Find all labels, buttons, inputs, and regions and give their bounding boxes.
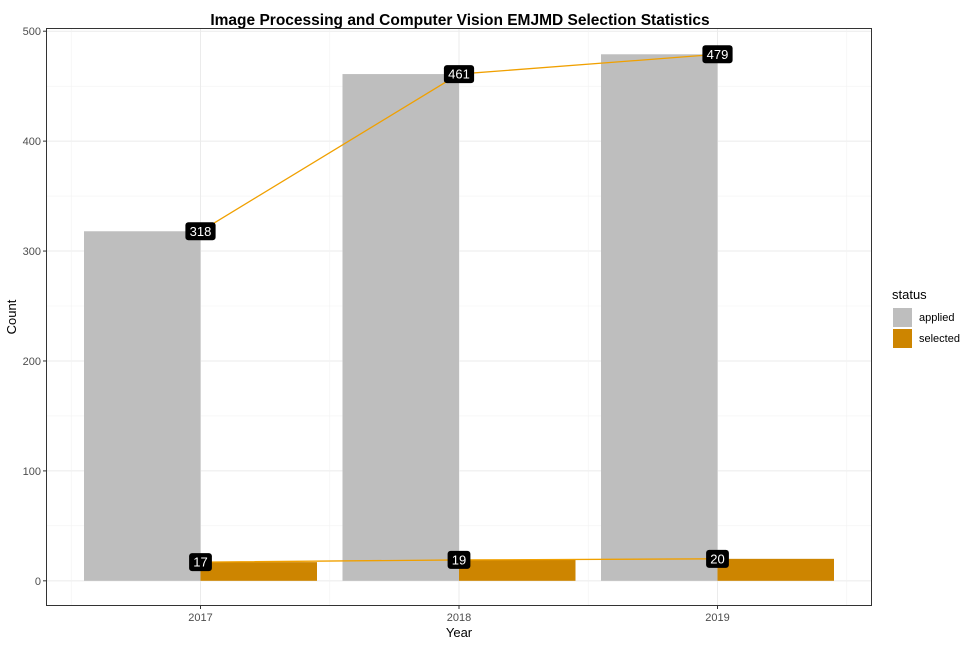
bar-applied: [342, 74, 459, 581]
bar-selected: [200, 562, 317, 581]
data-label: 17: [189, 553, 212, 572]
data-label-text: 20: [710, 551, 724, 566]
x-axis: 2017 2018 2019: [188, 605, 730, 624]
data-label: 20: [706, 549, 729, 568]
data-label-text: 479: [707, 47, 729, 62]
x-axis-title: Year: [446, 625, 473, 640]
bars: [84, 54, 834, 581]
legend-key-applied: [893, 308, 912, 327]
data-label-text: 17: [193, 555, 207, 570]
data-label-text: 318: [190, 224, 212, 239]
y-tick-label: 300: [23, 246, 41, 258]
y-tick-label: 0: [35, 576, 41, 588]
bar-selected: [717, 558, 834, 581]
data-labels: 318 461 479 17 19 20: [185, 45, 733, 572]
y-axis: 0 100 200 300 400 500: [23, 26, 47, 588]
data-label: 479: [702, 45, 733, 64]
legend-key-selected: [893, 329, 912, 348]
data-label-text: 461: [448, 67, 470, 82]
data-label-box: [185, 222, 216, 241]
legend-title: status: [892, 287, 927, 302]
chart-title: Image Processing and Computer Vision EMJ…: [210, 12, 709, 29]
x-tick-label: 2018: [447, 612, 471, 624]
bar-selected: [459, 559, 576, 581]
y-tick-label: 400: [23, 136, 41, 148]
x-tick-label: 2019: [705, 612, 729, 624]
data-label: 318: [185, 222, 216, 241]
legend: status applied selected: [892, 287, 960, 348]
data-label-box: [706, 549, 729, 568]
y-tick-label: 500: [23, 26, 41, 38]
legend-label-applied: applied: [919, 312, 954, 324]
legend-label-selected: selected: [919, 333, 960, 345]
data-label-box: [702, 45, 733, 64]
data-label-box: [447, 550, 471, 569]
data-label-box: [189, 553, 212, 572]
data-label: 461: [443, 65, 475, 84]
y-tick-label: 100: [23, 466, 41, 478]
x-tick-label: 2017: [188, 612, 212, 624]
data-label-text: 19: [452, 552, 466, 567]
y-axis-title: Count: [4, 299, 19, 334]
data-label-box: [443, 65, 475, 84]
data-label: 19: [447, 550, 471, 569]
y-tick-label: 200: [23, 356, 41, 368]
bar-applied: [84, 231, 201, 581]
bar-applied: [601, 54, 718, 581]
